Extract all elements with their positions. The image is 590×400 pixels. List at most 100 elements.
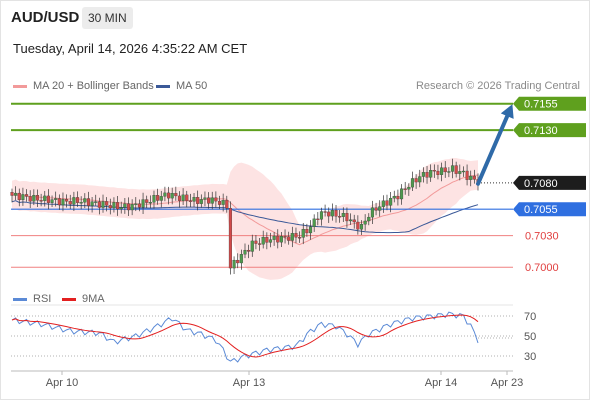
- candle: [352, 214, 356, 229]
- candle-body: [410, 178, 415, 188]
- candle: [345, 207, 349, 228]
- legend-ma50-label: MA 50: [176, 80, 208, 92]
- candle: [250, 234, 254, 257]
- candle-body: [196, 197, 200, 204]
- candle-body: [35, 195, 40, 201]
- candle-body: [119, 207, 123, 210]
- candle-body: [312, 218, 316, 227]
- candle-body: [159, 196, 163, 201]
- candle-body: [392, 196, 396, 199]
- level-label-text: 0.7055: [524, 204, 558, 216]
- candle: [359, 220, 364, 235]
- x-tick-apr-13: Apr 13: [233, 377, 265, 389]
- candle: [432, 164, 436, 178]
- candle: [239, 249, 243, 270]
- candle-body: [454, 165, 458, 174]
- candle-body: [177, 195, 182, 201]
- candle-body: [403, 188, 407, 190]
- candle-body: [130, 204, 134, 211]
- candle-body: [363, 220, 367, 225]
- candle: [338, 209, 342, 223]
- level-label-box: [513, 202, 586, 217]
- legend-ma50-swatch: [156, 84, 170, 88]
- candle: [232, 256, 236, 275]
- candle-body: [39, 200, 43, 202]
- candle-body: [105, 201, 109, 206]
- candle: [323, 204, 327, 217]
- candle-body: [250, 240, 254, 252]
- candle-body: [54, 198, 58, 200]
- candle-body: [247, 249, 251, 252]
- candle: [105, 197, 109, 212]
- forecast-arrow-shaft: [476, 107, 512, 186]
- candle: [199, 194, 203, 208]
- candle: [308, 220, 313, 240]
- candle: [39, 193, 43, 207]
- level-label-box: [513, 175, 586, 190]
- level-label-text: 0.7155: [524, 99, 558, 111]
- candle: [330, 203, 334, 221]
- candle: [123, 197, 127, 214]
- candle: [228, 201, 232, 275]
- candle: [389, 192, 393, 213]
- candle-body: [10, 192, 14, 196]
- candle: [243, 243, 247, 259]
- candle: [10, 188, 14, 203]
- candle: [116, 196, 120, 216]
- candle: [341, 207, 345, 222]
- candle-body: [396, 196, 400, 200]
- level-label-box: [513, 96, 586, 111]
- timeframe-badge[interactable]: 30 MIN: [82, 7, 133, 29]
- candle: [174, 186, 178, 201]
- candle: [370, 200, 374, 224]
- candle: [207, 192, 211, 209]
- legend-ma20-swatch: [13, 84, 27, 88]
- candle: [108, 198, 112, 215]
- candle: [425, 166, 429, 184]
- candle-body: [316, 218, 320, 221]
- candle-body: [279, 236, 283, 243]
- level-label-text: 0.7000: [525, 262, 559, 274]
- candle-body: [276, 235, 280, 243]
- candle: [57, 194, 61, 210]
- candle: [126, 197, 131, 216]
- candle-body: [272, 235, 276, 240]
- copyright-note: Research © 2026 Trading Central: [415, 80, 580, 92]
- candle-body: [97, 201, 101, 208]
- candle-body: [156, 195, 160, 201]
- candle: [159, 190, 163, 208]
- candle: [65, 194, 69, 208]
- candle: [25, 189, 29, 202]
- candle: [185, 190, 189, 208]
- level-label-text: 0.7130: [524, 125, 558, 137]
- candle: [156, 188, 160, 205]
- candle-body: [447, 171, 451, 173]
- candle: [447, 167, 451, 178]
- candle: [272, 231, 276, 246]
- candle-body: [298, 237, 302, 239]
- candle: [319, 207, 324, 226]
- candle-body: [43, 195, 47, 201]
- candle: [192, 193, 196, 207]
- candle-body: [192, 197, 196, 202]
- candle: [68, 194, 72, 210]
- candle-body: [145, 199, 149, 203]
- candle: [454, 161, 458, 178]
- candle: [399, 184, 404, 205]
- candle-body: [90, 201, 94, 206]
- candle-body: [225, 200, 229, 209]
- candle-body: [137, 203, 141, 208]
- candle-body: [352, 219, 356, 223]
- candle: [72, 191, 76, 212]
- candle-body: [188, 200, 192, 202]
- candle-body: [294, 233, 298, 238]
- candle-body: [461, 170, 465, 173]
- candle: [418, 169, 422, 188]
- candle: [287, 231, 291, 245]
- candle-body: [432, 170, 436, 172]
- candle: [137, 199, 141, 212]
- legend-rsi-swatch: [13, 297, 27, 301]
- candle-body: [319, 211, 324, 220]
- level-label-text: 0.7080: [524, 178, 558, 190]
- candle-body: [349, 219, 353, 222]
